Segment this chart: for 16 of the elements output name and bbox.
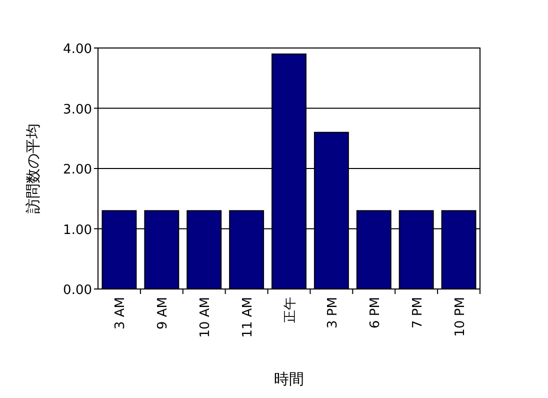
x-tick-label: 10 PM bbox=[452, 297, 468, 337]
y-tick-label: 3.00 bbox=[63, 102, 92, 118]
y-axis-title: 訪問数の平均 bbox=[24, 124, 42, 214]
x-tick-label: 7 PM bbox=[410, 297, 426, 328]
y-tick-label: 0.00 bbox=[63, 283, 92, 298]
x-tick-label: 6 PM bbox=[368, 297, 383, 328]
y-tick-label: 2.00 bbox=[63, 162, 92, 178]
x-tick-label: 正午 bbox=[283, 297, 298, 323]
y-tick-label: 1.00 bbox=[63, 222, 92, 238]
x-tick-label: 11 AM bbox=[240, 297, 256, 338]
x-axis-title: 時間 bbox=[274, 370, 304, 388]
x-tick-label: 3 PM bbox=[325, 297, 340, 328]
x-tick-label: 10 AM bbox=[198, 297, 214, 338]
x-tick-label: 9 AM bbox=[156, 297, 171, 330]
y-tick-label: 4.00 bbox=[63, 42, 92, 57]
x-tick-label: 3 AM bbox=[113, 297, 128, 330]
